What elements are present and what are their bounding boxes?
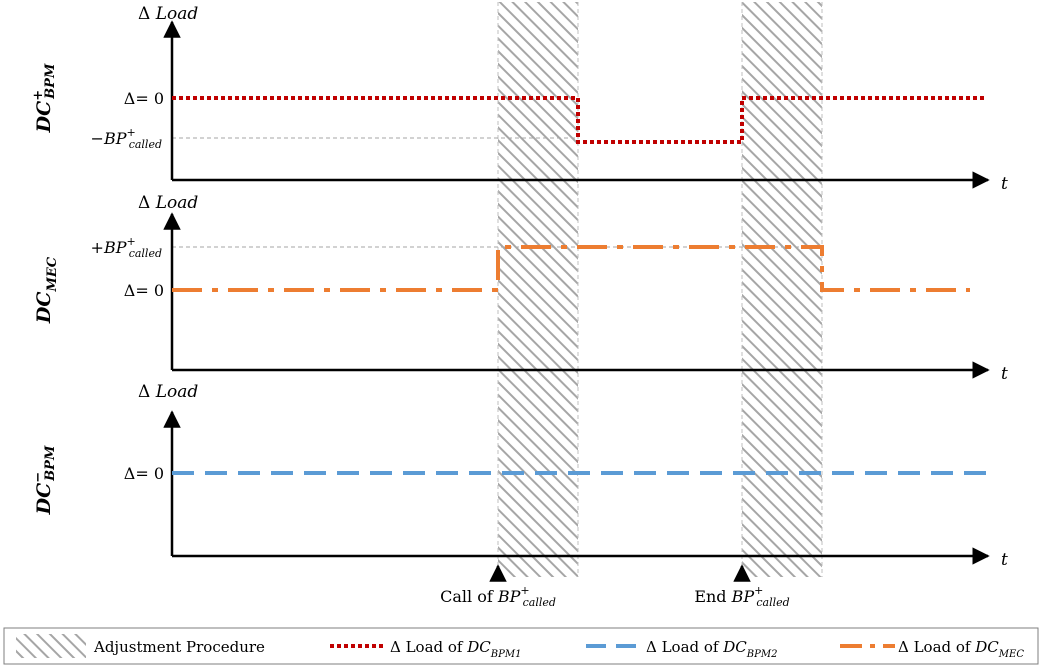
call-event-label: Call of BP+ called: [440, 584, 556, 609]
panel-dc-bpm-plus: Δ Load t Δ= 0 −BP+ called DC+BPM: [31, 4, 1008, 194]
guide-lines: [172, 137, 822, 248]
level-label-zero-2: Δ= 0: [124, 281, 164, 300]
legend-label-adjustment: Adjustment Procedure: [93, 638, 265, 656]
panel-dc-mec: Δ Load t +BP+ called Δ= 0 DCMEC: [33, 193, 1008, 384]
adjustment-band-2: [742, 2, 822, 577]
t-label-2: t: [1001, 364, 1008, 384]
t-label-3: t: [1001, 550, 1008, 570]
panel-dc-bpm-minus: Δ Load t Δ= 0 DC−BPM: [31, 382, 1008, 570]
legend-label-mec: Δ Load of DCMEC: [898, 638, 1024, 660]
row-label-dc-bpm-plus: DC+BPM: [31, 63, 58, 133]
event-markers: Call of BP+ called End BP+ called: [440, 564, 790, 609]
row-label-dc-bpm-minus: DC−BPM: [31, 445, 58, 515]
y-axis-label-2: Δ Load: [138, 193, 198, 213]
adjustment-band-1: [498, 2, 578, 577]
level-label-minus-bp: −BP+ called: [91, 126, 162, 151]
level-label-plus-bp: +BP+ called: [91, 235, 162, 260]
series-dc-bpm1: [172, 96, 985, 144]
level-label-zero-1: Δ= 0: [124, 89, 164, 108]
y-axis-label-1: Δ Load: [138, 4, 198, 24]
legend-frame: [3, 627, 1039, 665]
y-axis-label-3: Δ Load: [138, 382, 198, 402]
row-label-dc-mec: DCMEC: [33, 256, 60, 324]
t-label-1: t: [1001, 174, 1008, 194]
legend-label-bpm2: Δ Load of DCBPM2: [646, 638, 777, 660]
end-event-label: End BP+ called: [694, 584, 789, 609]
level-label-zero-3: Δ= 0: [124, 464, 164, 483]
series-dc-mec: [172, 245, 970, 292]
legend: Adjustment Procedure Δ Load of DCBPM1 Δ …: [3, 627, 1039, 665]
legend-label-bpm1: Δ Load of DCBPM1: [390, 638, 521, 660]
legend-swatch-adjustment: [16, 634, 86, 658]
adjustment-bands: [497, 2, 823, 577]
